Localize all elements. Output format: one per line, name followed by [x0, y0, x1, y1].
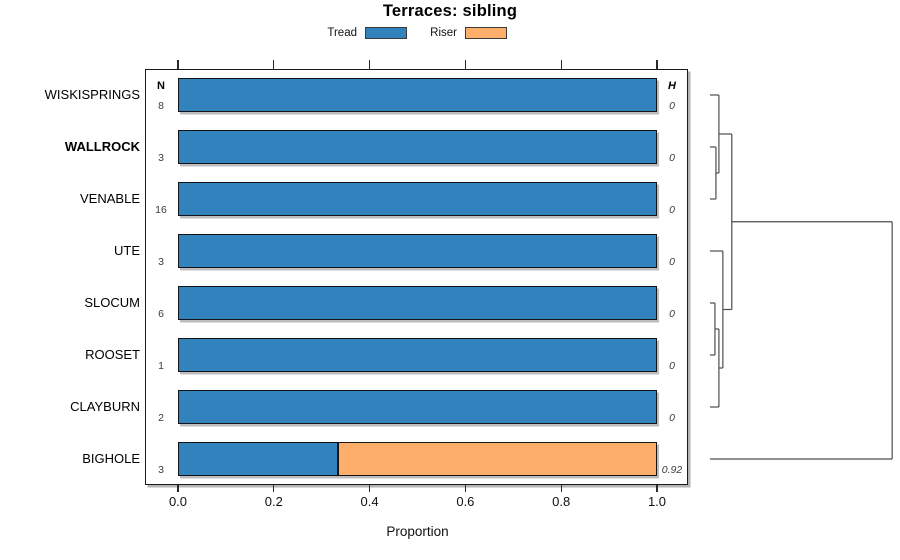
x-axis-tick-bottom	[464, 485, 467, 492]
bar-row-ute	[178, 234, 657, 268]
n-value: 8	[158, 100, 164, 112]
category-label-bighole: BIGHOLE	[82, 451, 140, 466]
h-value: 0	[669, 360, 675, 372]
bar-segment-riser	[337, 442, 657, 476]
legend-label-riser: Riser	[430, 27, 457, 39]
legend-label-tread: Tread	[327, 27, 357, 39]
chart-title: Terraces: sibling	[382, 2, 518, 20]
column-header-h: H	[668, 80, 676, 92]
x-axis-tick-top	[369, 60, 371, 69]
h-value: 0	[669, 256, 675, 268]
bar-segment-tread	[178, 182, 657, 216]
bar-segment-tread	[178, 78, 657, 112]
x-axis-tick-label: 0.0	[168, 494, 188, 509]
x-axis-tick-bottom	[273, 485, 275, 492]
n-value: 3	[158, 256, 164, 268]
category-label-venable: VENABLE	[80, 191, 140, 206]
bar-row-wallrock	[178, 130, 657, 164]
n-value: 6	[158, 308, 164, 320]
x-axis-tick-label: 0.6	[456, 494, 475, 509]
category-label-ute: UTE	[114, 243, 140, 258]
legend-swatch-tread	[365, 27, 407, 39]
x-axis-tick-top	[464, 60, 467, 69]
category-label-clayburn: CLAYBURN	[70, 399, 140, 414]
bar-row-wiskisprings	[178, 78, 657, 112]
h-value: 0	[669, 100, 675, 112]
bar-segment-tread	[178, 390, 657, 424]
x-axis-tick-label: 0.8	[552, 494, 571, 509]
n-value: 3	[158, 464, 164, 476]
x-axis-tick-top	[560, 60, 562, 69]
h-value: 0.92	[661, 464, 683, 476]
x-axis-tick-top	[177, 60, 179, 69]
n-value: 1	[158, 360, 164, 372]
x-axis-tick-label: 0.2	[264, 494, 283, 509]
x-axis-tick-top	[273, 60, 275, 69]
bar-row-rooset	[178, 338, 657, 372]
x-axis-tick-bottom	[369, 485, 371, 492]
category-label-wallrock: WALLROCK	[64, 139, 140, 154]
bar-row-clayburn	[178, 390, 657, 424]
x-axis-tick-bottom	[177, 485, 179, 492]
n-value: 2	[158, 412, 164, 424]
bar-segment-tread	[178, 286, 657, 320]
bar-row-bighole	[178, 442, 657, 476]
x-axis-tick-top	[656, 60, 658, 69]
bar-row-venable	[178, 182, 657, 216]
h-value: 0	[669, 308, 675, 320]
x-axis-label: Proportion	[386, 524, 449, 539]
x-axis-tick-bottom	[560, 485, 562, 492]
x-axis-tick-label: 0.4	[360, 494, 379, 509]
bar-segment-tread	[178, 130, 657, 164]
bar-segment-tread	[178, 338, 657, 372]
n-value: 3	[158, 152, 164, 164]
h-value: 0	[669, 152, 675, 164]
category-label-rooset: ROOSET	[85, 347, 140, 362]
x-axis-tick-label: 1.0	[647, 494, 667, 509]
n-value: 16	[155, 204, 167, 216]
bar-row-slocum	[178, 286, 657, 320]
bar-segment-tread	[178, 234, 657, 268]
h-value: 0	[669, 412, 675, 424]
x-axis-tick-bottom	[656, 485, 658, 492]
h-value: 0	[669, 204, 675, 216]
column-header-n: N	[157, 80, 165, 92]
legend-swatch-riser	[465, 27, 507, 39]
category-label-wiskisprings: WISKISPRINGS	[44, 87, 140, 102]
category-label-slocum: SLOCUM	[84, 295, 140, 310]
bar-segment-tread	[178, 442, 338, 476]
